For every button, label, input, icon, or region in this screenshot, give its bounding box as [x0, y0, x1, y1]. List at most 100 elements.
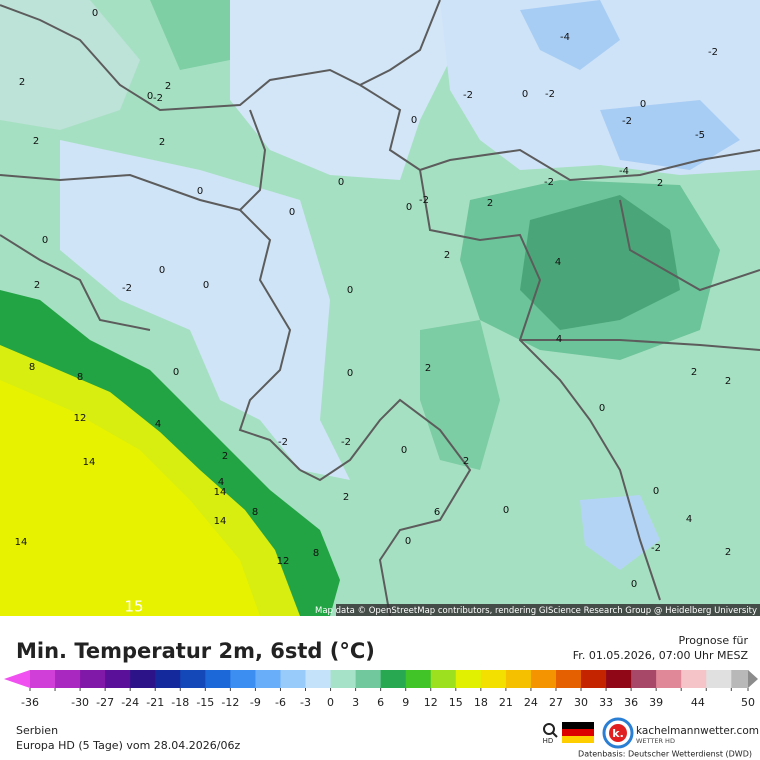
colorbar-segment [631, 670, 657, 688]
contour-label: 2 [222, 451, 228, 462]
contour-label: 0 [147, 91, 153, 102]
colorbar-segment [380, 670, 407, 688]
borders [0, 0, 760, 616]
sea-warm [0, 380, 260, 616]
contour-label: 8 [313, 548, 319, 559]
contour-label: 0 [203, 280, 209, 291]
cold-area [230, 0, 450, 180]
contour-label: 0 [197, 186, 203, 197]
colorbar-segment [455, 670, 482, 688]
forecast-label: Prognose für [679, 634, 749, 647]
contour-label: -2 [544, 177, 554, 188]
contour-label: 2 [19, 77, 25, 88]
colorbar-segment [681, 670, 707, 688]
colorbar-tick-label: 6 [377, 696, 384, 709]
contour-label: 0 [338, 177, 344, 188]
contour-label: 2 [165, 81, 171, 92]
contour-label: 2 [691, 367, 697, 378]
colorbar-segment [80, 670, 106, 688]
contour-label: 4 [686, 514, 692, 525]
contour-label: 12 [74, 413, 87, 424]
contour-label: 2 [725, 547, 731, 558]
contour-label: 2 [343, 492, 349, 503]
forecast-time: Fr. 01.05.2026, 07:00 Uhr MESZ [573, 649, 749, 662]
contour-label: 2 [33, 136, 39, 147]
contour-label: 4 [218, 477, 224, 488]
attribution-background [336, 604, 760, 616]
contour-label: 2 [444, 250, 450, 261]
contour-label: -2 [419, 195, 429, 206]
contour-label: -2 [278, 437, 288, 448]
colorbar-segment [706, 670, 732, 688]
contour-label: 2 [425, 363, 431, 374]
colorbar-tick-label: -27 [96, 696, 114, 709]
contour-label: 4 [555, 257, 561, 268]
search-icon[interactable] [543, 723, 558, 738]
contour-label: -2 [651, 543, 661, 554]
contour-label: 14 [214, 516, 227, 527]
cold-area [580, 495, 660, 570]
colorbar-segment [230, 670, 256, 688]
contour-label: 14 [15, 537, 28, 548]
colorbar-segment [180, 670, 206, 688]
contour-label: 12 [277, 556, 290, 567]
contour-label: 0 [653, 486, 659, 497]
contour-label: 2 [159, 137, 165, 148]
brand-logo[interactable]: k. [602, 717, 634, 749]
contour-label: -2 [545, 89, 555, 100]
contour-label: -4 [560, 32, 570, 43]
contour-label: 0 [401, 445, 407, 456]
colorbar-tick-label: 39 [649, 696, 663, 709]
colorbar-segment [305, 670, 332, 688]
contour-label: 2 [487, 198, 493, 209]
model-run: Europa HD (5 Tage) vom 28.04.2026/06z [16, 739, 240, 752]
colorbar-tick-label: -24 [121, 696, 139, 709]
colorbar-segment [405, 670, 432, 688]
colorbar-segment [205, 670, 231, 688]
data-source: Datenbasis: Deutscher Wetterdienst (DWD) [578, 750, 752, 759]
colorbar-tick-label: 21 [499, 696, 513, 709]
contour-label: -2 [463, 90, 473, 101]
colorbar-tick-label: 3 [352, 696, 359, 709]
contour-label: -2 [122, 283, 132, 294]
colorbar-segment [731, 670, 749, 688]
hd-label: HD [543, 737, 554, 745]
colorbar-tick-label: 18 [474, 696, 488, 709]
contour-label: 8 [29, 362, 35, 373]
contour-label: -2 [708, 47, 718, 58]
contour-label: 8 [77, 372, 83, 383]
contour-label: 0 [42, 235, 48, 246]
colorbar-segment [255, 670, 281, 688]
colorbar-tick-label: 50 [741, 696, 755, 709]
colorbar-tick-label: -3 [300, 696, 311, 709]
contour-label: 2 [725, 376, 731, 387]
colorbar-tick-label: 27 [549, 696, 563, 709]
colorbar-tick-label: 12 [424, 696, 438, 709]
colorbar-tick-label: 44 [691, 696, 705, 709]
contour-label: -2 [341, 437, 351, 448]
cool-area [0, 0, 140, 130]
colorbar-segment [530, 670, 557, 688]
colorbar-segment [505, 670, 532, 688]
contour-label: 2 [657, 178, 663, 189]
colorbar-tick-label: 9 [402, 696, 409, 709]
contour-label: 0 [522, 89, 528, 100]
colorbar-tick-label: 33 [599, 696, 613, 709]
colorbar-over [748, 670, 758, 688]
warm-area [520, 195, 680, 330]
colorbar-tick-label: 24 [524, 696, 538, 709]
colorbar-segment [430, 670, 457, 688]
cold-area [520, 0, 740, 170]
contour-label: 0 [347, 285, 353, 296]
contour-label: 0 [411, 115, 417, 126]
logo-glyph: k. [612, 727, 624, 740]
contour-label: 4 [155, 419, 161, 430]
colorbar-segment [105, 670, 131, 688]
warm-area [420, 320, 500, 470]
colorbar-segment [30, 670, 56, 688]
cold-area [60, 140, 350, 480]
contour-label: 0 [640, 99, 646, 110]
contour-label: 0 [347, 368, 353, 379]
